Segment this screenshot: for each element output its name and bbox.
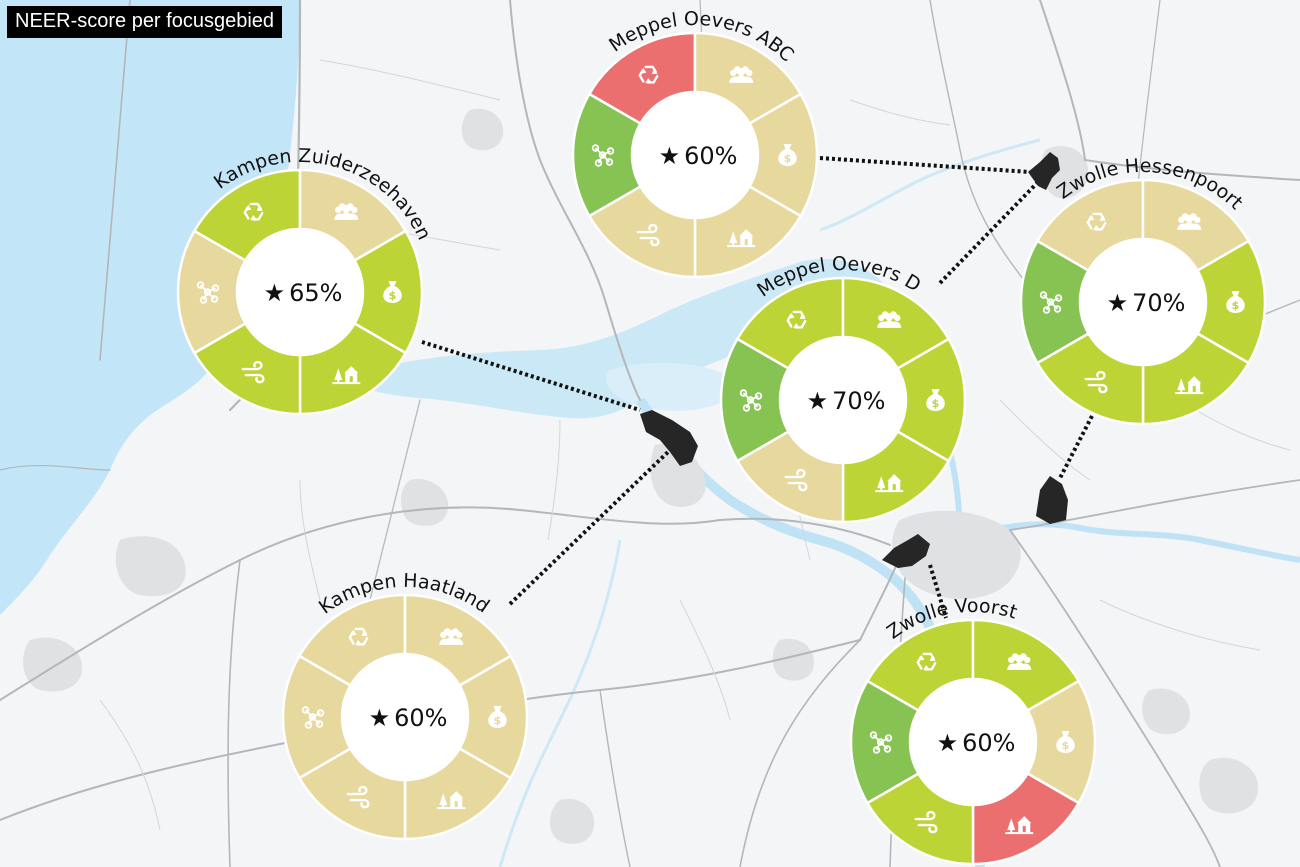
segment-network[interactable] [176,229,248,355]
people-icon [1177,213,1202,230]
recycle-icon [786,310,807,329]
people-icon [1007,653,1032,670]
segment-network[interactable] [719,337,791,463]
wind-icon [346,785,370,809]
svg-text:$: $ [932,397,940,410]
network-icon [196,281,220,304]
money-bag-icon: $ [778,144,797,166]
donut-center [633,93,757,217]
nature-house-icon [1005,816,1034,835]
money-bag-icon: $ [1056,731,1075,753]
site-meppel-abc [1028,152,1060,190]
score-label: ★ 65% [264,279,343,307]
recycle-icon [348,627,369,646]
leader-lines [421,156,1094,619]
score-label: ★ 60% [659,142,738,170]
vecht-river [958,521,1300,563]
network-icon [1039,291,1063,314]
leader-meppel-abc [819,156,1031,174]
donut-center [781,338,905,462]
money-bag-icon: $ [383,281,402,303]
ijsselmeer-water [0,0,300,615]
network-icon [301,706,325,729]
donut-meppel-oevers-abc[interactable]: $★ 60%Meppel Oevers ABC [571,8,825,279]
site-zwolle-voorst [882,534,930,568]
donut-kampen-zuiderzeehaven[interactable]: $★ 65%Kampen Zuiderzeehaven [176,145,435,416]
people-icon [439,628,464,645]
wind-icon [914,810,938,834]
money-bag-icon: $ [1226,291,1245,313]
network-icon [591,144,615,167]
people-icon [334,203,359,220]
site-polygons [640,152,1068,568]
svg-text:$: $ [1232,299,1240,312]
wind-icon [1084,370,1108,394]
svg-text:$: $ [389,289,397,302]
neer-donut-charts: $★ 60%Meppel Oevers ABC$★ 65%Kampen Zuider… [176,8,1273,866]
site-zwolle-hessenpoort [1036,476,1068,524]
score-label: ★ 70% [807,387,886,415]
donut-kampen-haatland[interactable]: $★ 60%Kampen Haatland [281,570,535,841]
leader-kampen-haatland [508,450,670,606]
canal-north [819,138,1041,232]
nature-house-icon [437,791,466,810]
people-icon [877,311,902,328]
canal-south [498,539,622,867]
zwarte-meer-water [606,362,733,411]
segment-network[interactable] [1019,239,1091,365]
score-label: ★ 70% [1107,289,1186,317]
svg-text:$: $ [494,714,502,727]
donut-zwolle-hessenpoort[interactable]: $★ 70%Zwolle Hessenpoort [1019,155,1273,426]
wind-icon [784,468,808,492]
svg-text:$: $ [1062,739,1070,752]
recycle-icon [243,202,264,221]
segment-network[interactable] [571,92,643,218]
money-bag-icon: $ [488,706,507,728]
map-title: NEER-score per focusgebied [7,6,283,38]
recycle-icon [1086,212,1107,231]
network-icon [739,389,763,412]
urban-areas [23,108,1259,844]
site-kampen [640,410,698,466]
donut-center [1081,240,1205,364]
donut-center [343,655,467,779]
segment-network[interactable] [849,679,921,805]
network-icon [869,731,893,754]
money-bag-icon: $ [926,389,945,411]
ketelmeer-water [360,258,889,419]
score-label: ★ 60% [369,704,448,732]
wind-icon [636,223,660,247]
donut-meppel-oevers-d[interactable]: $★ 70%Meppel Oevers D [719,253,973,524]
score-label: ★ 60% [937,729,1016,757]
segment-network[interactable] [281,654,353,780]
donut-zwolle-voorst[interactable]: $★ 60%Zwolle Voorst [849,595,1103,866]
donut-center [911,680,1035,804]
recycle-icon [916,652,937,671]
people-icon [729,66,754,83]
nature-house-icon [1175,376,1204,395]
wind-icon [241,360,265,384]
svg-text:$: $ [784,152,792,165]
recycle-icon [638,65,659,84]
nature-house-icon [875,474,904,493]
donut-center [238,230,362,354]
leader-kampen-zuiderzeehaven [421,340,641,412]
nature-house-icon [727,229,756,248]
nature-house-icon [332,366,361,385]
